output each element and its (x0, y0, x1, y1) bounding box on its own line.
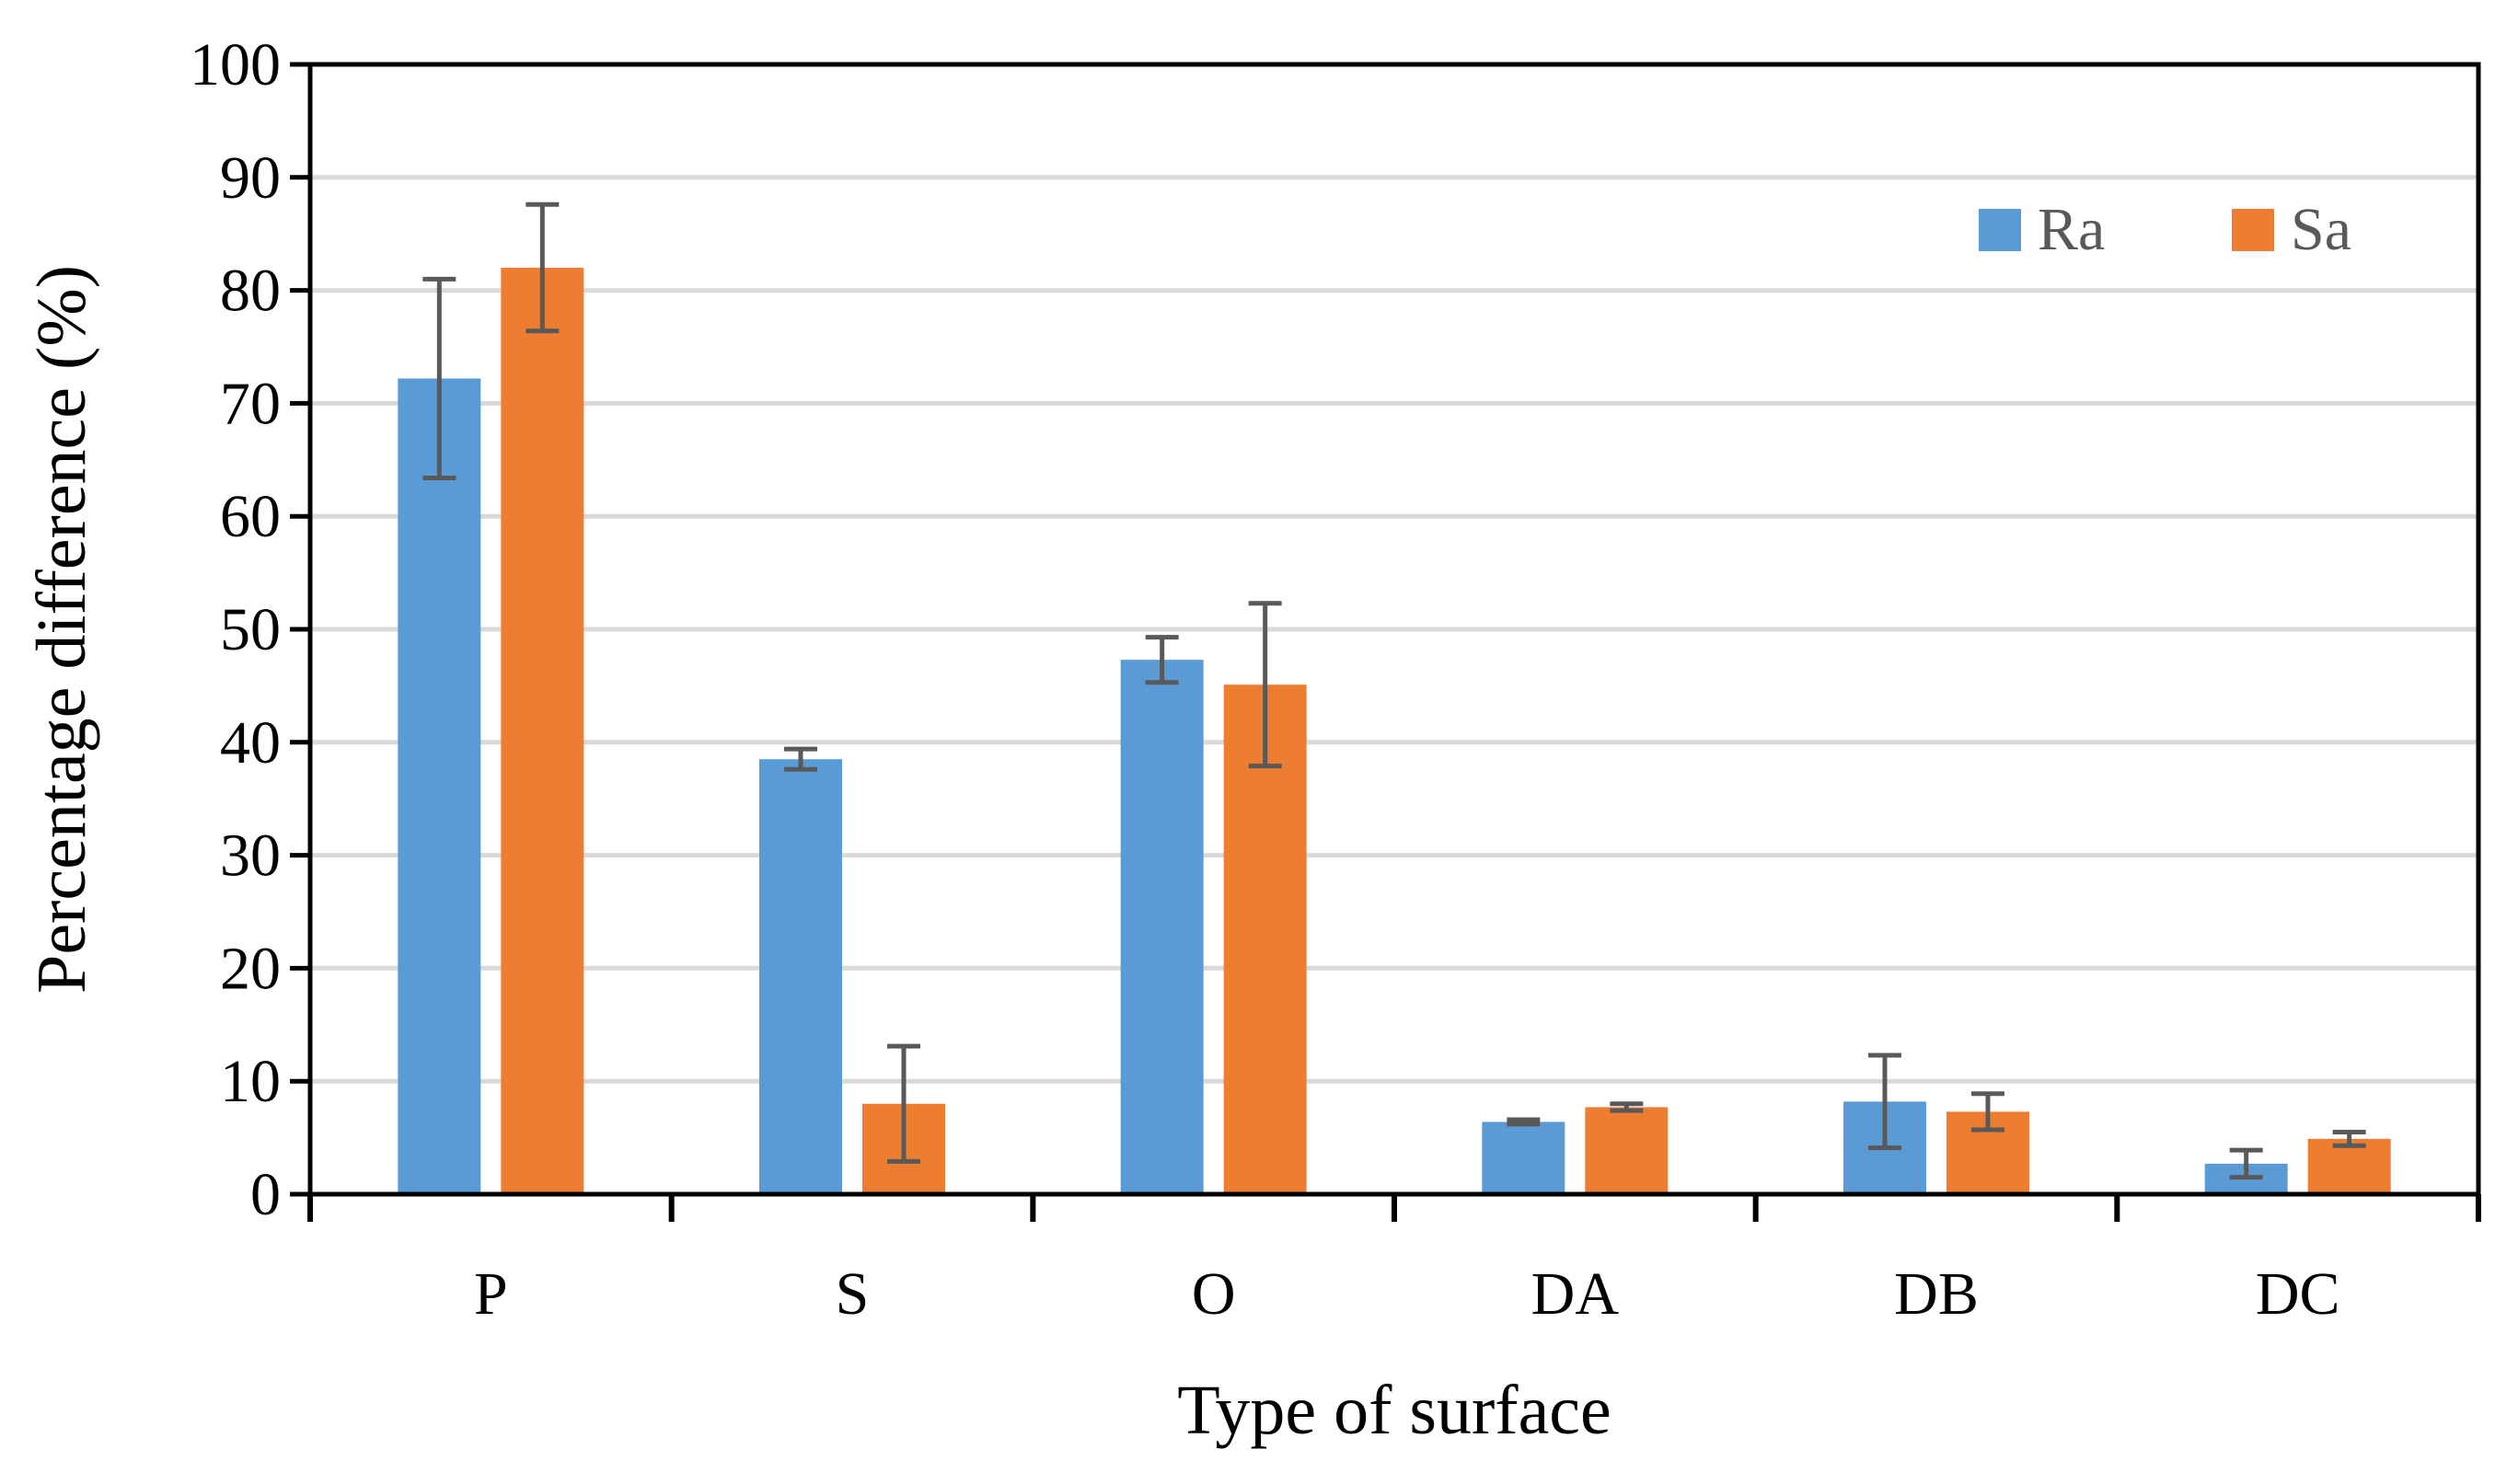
error-bars (422, 201, 2366, 1180)
legend-label-sa: Sa (2291, 196, 2351, 263)
y-tick-label: 50 (220, 596, 281, 663)
x-axis-title: Type of surface (1177, 1372, 1611, 1449)
x-tick-label: O (1192, 1260, 1236, 1328)
bar-ra-o (1120, 660, 1204, 1194)
bar-ra-s (759, 759, 842, 1194)
y-tick-label: 10 (220, 1048, 281, 1115)
legend-label-ra: Ra (2038, 196, 2105, 263)
y-tick-label: 80 (220, 258, 281, 325)
bar-sa-da (1585, 1107, 1669, 1194)
x-tick-label: S (836, 1260, 870, 1328)
legend: Ra Sa (1979, 196, 2351, 263)
y-tick-label: 100 (190, 31, 281, 98)
bar-ra-da (1482, 1122, 1565, 1194)
y-tick-label: 70 (220, 370, 281, 437)
x-tick-label: DC (2256, 1260, 2340, 1328)
legend-swatch-sa (2232, 209, 2274, 251)
bar-sa-p (501, 268, 584, 1194)
y-tick-label: 60 (220, 483, 281, 550)
gridlines (310, 62, 2478, 1084)
bar-sa-o (1223, 684, 1307, 1194)
tick-labels: 0 10 20 30 40 50 60 70 80 90 100 P S O DA DB DC (190, 31, 2340, 1328)
y-tick-label: 0 (250, 1161, 281, 1228)
y-tick-label: 30 (220, 823, 281, 890)
bar-ra-p (398, 378, 481, 1194)
y-axis-title: Percentage difference (%) (23, 265, 100, 994)
bar-sa-dc (2307, 1138, 2391, 1194)
y-tick-label: 40 (220, 709, 281, 777)
y-tick-label: 90 (220, 144, 281, 212)
plot-frame (307, 62, 2481, 1197)
y-tick-label: 20 (220, 935, 281, 1002)
x-tick-label: DB (1894, 1260, 1979, 1328)
legend-swatch-ra (1979, 209, 2021, 251)
bars (398, 268, 2391, 1194)
x-tick-label: P (474, 1260, 508, 1328)
x-tick-label: DA (1531, 1260, 1620, 1328)
axes (290, 62, 2481, 1222)
